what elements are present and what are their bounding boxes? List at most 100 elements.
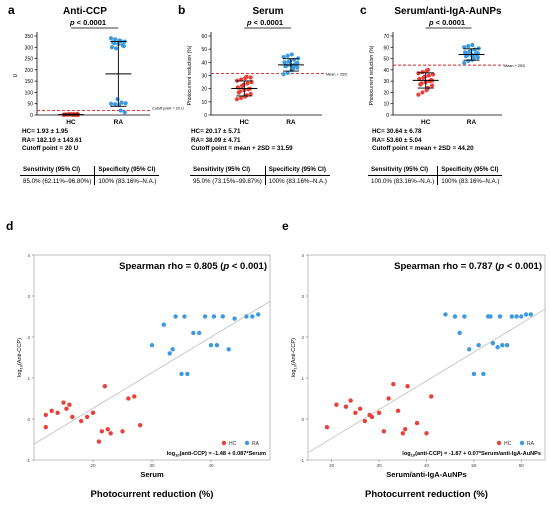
ytick-label-a-2: 100 xyxy=(25,90,34,96)
point-e-hc-6 xyxy=(362,418,368,424)
point-e-ra-13 xyxy=(500,343,505,348)
ylabel-d-sub: 10 xyxy=(19,364,24,369)
ylabel-d-log: log xyxy=(17,370,23,377)
point-e-hc-1 xyxy=(334,402,339,407)
ytick-label-e-3: 2 xyxy=(301,335,304,340)
legend-ra-marker-d xyxy=(244,440,250,446)
spearman-d-rest: < 0.001) xyxy=(229,261,267,272)
point-e-ra-16 xyxy=(514,314,519,319)
dot-b-ra-1 xyxy=(285,70,290,75)
ytick-label-a-5: 250 xyxy=(25,57,34,63)
ci-b-sens: 95.0% (73.15%–99.87%) xyxy=(193,178,262,185)
ytick-label-e-1: 0 xyxy=(301,417,304,422)
legend-ra-label-d: RA xyxy=(252,441,260,447)
equation-e-sub: 10 xyxy=(411,453,416,458)
ci-b-spec: 100% (83.16%–N.A.) xyxy=(264,175,330,185)
xcat-b-1: RA xyxy=(286,119,296,126)
dot-c-hc-13 xyxy=(426,73,431,78)
point-d-hc-5 xyxy=(64,406,69,411)
dot-c-ra-16 xyxy=(466,44,471,49)
ylabel-a: U xyxy=(13,73,19,77)
equation-e: log10(anti-CCP) = -1.87 + 0.07*Serum/ant… xyxy=(402,451,541,458)
point-e-hc-17 xyxy=(414,420,420,426)
ytick-label-d-4: 3 xyxy=(27,294,30,299)
ytick-label-c-7: 70 xyxy=(383,34,389,40)
point-d-hc-15 xyxy=(108,431,113,436)
point-d-ra-15 xyxy=(226,347,231,352)
ytick-label-d-5: 4 xyxy=(27,253,30,258)
ylabel-e: log10(Anti-CCP) xyxy=(291,338,298,377)
point-d-ra-1 xyxy=(161,322,166,327)
xtick-label-e-1: 30 xyxy=(377,463,383,468)
point-e-ra-7 xyxy=(481,371,486,377)
legend-ra-label-e: RA xyxy=(527,441,535,447)
dot-a-ra-14 xyxy=(123,101,128,106)
point-e-hc-11 xyxy=(386,396,391,401)
dot-c-ra-17 xyxy=(470,42,475,48)
plot-frame-d xyxy=(33,254,271,461)
xtick-label-e-0: 20 xyxy=(329,463,335,468)
xtick-label-e-3: 50 xyxy=(471,463,477,468)
point-d-ra-4 xyxy=(173,314,178,319)
xtick-label-d-2: 40 xyxy=(208,463,214,468)
stats-b-line-2: RA= 38.09 ± 4.71 xyxy=(191,136,241,144)
stats-b: HC= 20.17 ± 5.71 RA= 38.09 ± 4.71 Cutoff… xyxy=(191,128,293,154)
ylabel-b: Photocurrent reduction (%) xyxy=(187,45,193,105)
dot-b-hc-19 xyxy=(248,75,253,80)
point-d-ra-16 xyxy=(232,316,237,321)
dot-b-ra-17 xyxy=(289,52,294,57)
xcat-a-1: RA xyxy=(114,119,124,126)
ytick-label-c-0: 0 xyxy=(386,113,389,119)
ytick-label-c-6: 60 xyxy=(383,45,389,51)
ytick-label-a-0: 0 xyxy=(30,113,33,119)
point-e-hc-4 xyxy=(353,410,358,416)
ytick-label-c-5: 50 xyxy=(383,57,389,63)
point-e-hc-13 xyxy=(395,408,401,413)
dot-c-hc-0 xyxy=(416,92,421,97)
point-d-ra-19 xyxy=(256,312,261,317)
ytick-label-c-3: 30 xyxy=(383,79,389,85)
point-d-ra-7 xyxy=(185,371,190,377)
point-d-ra-9 xyxy=(197,330,202,336)
ci-c-spec: 100% (83.16%–N.A.) xyxy=(437,175,503,185)
ytick-label-d-1: 0 xyxy=(27,417,30,422)
legend-hc-label-e: HC xyxy=(504,441,512,447)
dot-c-hc-15 xyxy=(416,71,421,76)
spearman-e-p: p xyxy=(497,261,504,272)
dot-a-ra-15 xyxy=(108,101,114,106)
ylabel-e-log: log xyxy=(291,370,297,377)
xlabel2-e: Photocurrent reduction (%) xyxy=(365,489,488,500)
dot-b-ra-12 xyxy=(287,58,293,64)
panel-c-title: Serum/anti-IgA-AuNPs xyxy=(394,6,502,17)
ytick-label-d-3: 2 xyxy=(27,335,30,340)
spearman-e-main: Spearman rho = 0.787 ( xyxy=(394,261,499,272)
legend-hc-marker-e xyxy=(496,440,502,446)
dot-c-ra-0 xyxy=(462,60,467,66)
dot-c-hc-1 xyxy=(420,90,425,95)
spearman-d-p: p xyxy=(222,261,229,272)
xlabel-d: Serum xyxy=(140,470,164,479)
ytick-label-d-2: 1 xyxy=(27,376,30,381)
point-e-ra-12 xyxy=(497,314,503,319)
ytick-label-b-3: 30 xyxy=(201,74,207,80)
point-e-hc-16 xyxy=(405,384,410,389)
point-d-hc-1 xyxy=(43,425,48,430)
panel-c-letter: c xyxy=(360,3,367,17)
ci-c-header-spec: Specificity (95% CI) xyxy=(437,166,503,176)
dot-c-ra-10 xyxy=(462,50,468,55)
point-d-hc-10 xyxy=(90,410,96,416)
point-d-ra-6 xyxy=(182,314,187,319)
p-value-c: p < 0.0001 xyxy=(428,18,465,27)
dot-c-ra-1 xyxy=(466,58,471,63)
panel-e-letter: e xyxy=(282,219,289,233)
point-e-hc-5 xyxy=(357,406,363,411)
dot-b-ra-19 xyxy=(295,60,300,66)
spearman-e-rest: < 0.001) xyxy=(504,261,542,272)
dot-c-hc-18 xyxy=(425,67,431,72)
point-d-hc-13 xyxy=(102,384,108,389)
point-e-ra-2 xyxy=(457,330,462,336)
p-value-a-rest: < 0.0001 xyxy=(75,18,107,27)
p-value-a: p < 0.0001 xyxy=(69,18,106,27)
point-e-hc-18 xyxy=(424,431,429,436)
